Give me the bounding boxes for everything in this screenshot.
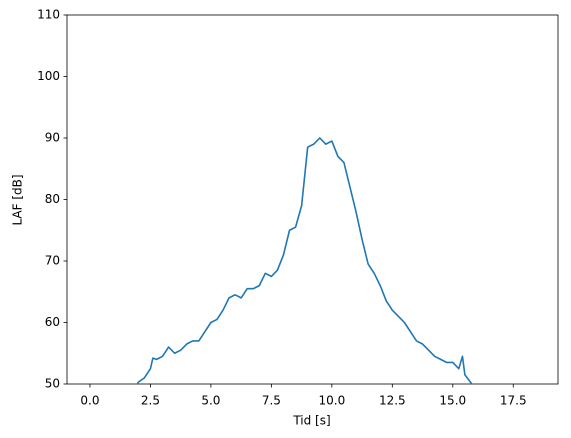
y-axis-label: LAF [dB] — [11, 174, 25, 225]
x-tick-label: 15.0 — [439, 394, 466, 408]
x-tick-label: 10.0 — [318, 394, 345, 408]
data-line — [136, 137, 474, 384]
x-tick-label: 5.0 — [201, 394, 220, 408]
y-tick-label: 60 — [45, 315, 60, 329]
x-tick-label: 2.5 — [141, 394, 160, 408]
axes-frame — [66, 14, 559, 385]
x-axis-label: Tid [s] — [292, 414, 330, 428]
y-tick-label: 100 — [37, 69, 60, 83]
x-tick-label: 0.0 — [80, 394, 99, 408]
y-tick-label: 110 — [37, 8, 60, 22]
y-tick-label: 70 — [45, 254, 60, 268]
y-tick-label: 80 — [45, 192, 60, 206]
y-tick-label: 90 — [45, 131, 60, 145]
x-tick-label: 17.5 — [500, 394, 527, 408]
y-tick-label: 50 — [45, 377, 60, 391]
x-tick-label: 7.5 — [262, 394, 281, 408]
x-tick-label: 12.5 — [379, 394, 406, 408]
